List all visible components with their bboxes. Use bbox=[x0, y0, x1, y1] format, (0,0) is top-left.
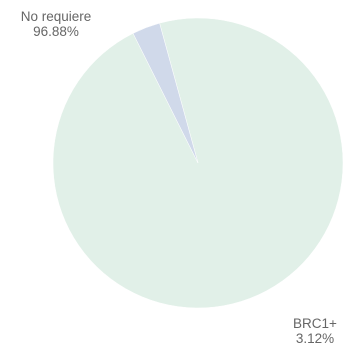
slice-label-brc1-name: BRC1+ bbox=[293, 316, 337, 331]
slice-label-no-requiere: No requiere 96.88% bbox=[6, 9, 106, 39]
slice-label-brc1-percent: 3.12% bbox=[295, 331, 335, 346]
slice-label-no-requiere-percent: 96.88% bbox=[33, 24, 79, 39]
slice-label-no-requiere-name: No requiere bbox=[20, 9, 92, 24]
pie-slice-brc1 bbox=[132, 22, 199, 164]
slice-label-brc1: BRC1+ 3.12% bbox=[285, 316, 345, 346]
